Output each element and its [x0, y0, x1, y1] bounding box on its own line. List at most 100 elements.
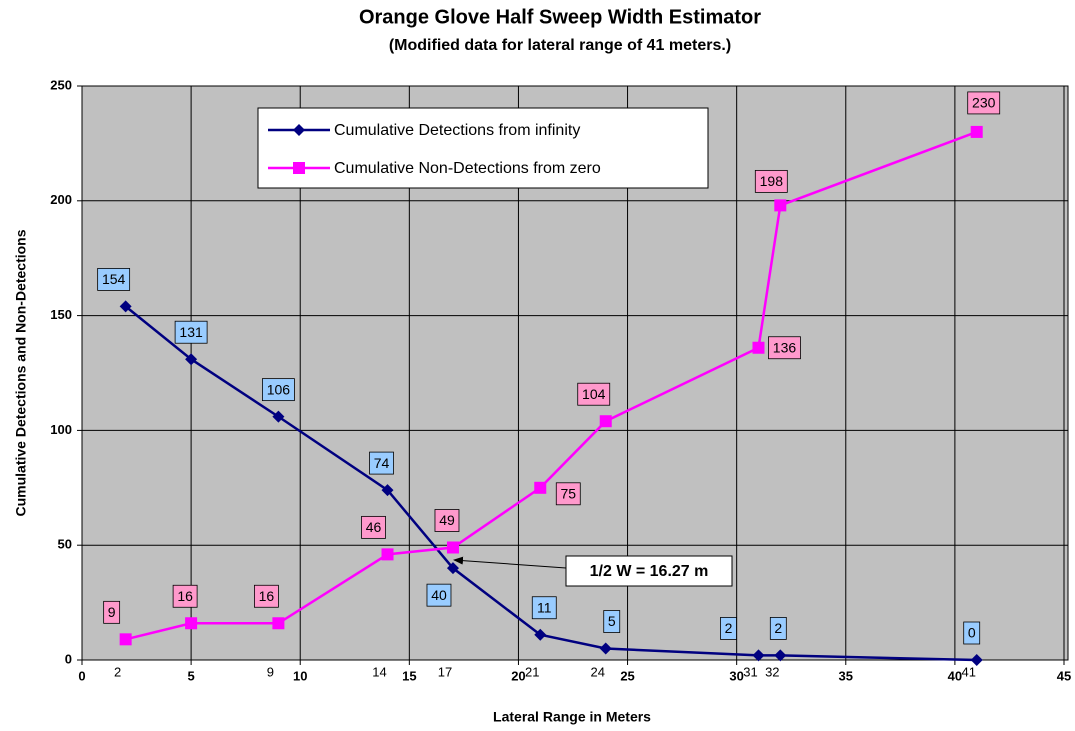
marker — [534, 481, 547, 494]
data-label-box — [603, 610, 621, 633]
data-label: 154 — [102, 271, 126, 287]
data-label-box — [768, 336, 801, 360]
annotation: 1/2 W = 16.27 m — [590, 563, 709, 580]
marker — [970, 654, 983, 666]
marker — [446, 562, 459, 575]
data-label-box — [531, 596, 557, 620]
x-value-label: 31 — [743, 664, 757, 679]
marker — [446, 541, 459, 554]
data-label: 16 — [177, 588, 193, 604]
x-value-label: 32 — [765, 664, 779, 679]
legend-marker — [293, 124, 305, 136]
data-label-box — [103, 600, 121, 624]
data-label: 104 — [582, 386, 606, 402]
data-label: 198 — [760, 173, 784, 189]
data-label: 2 — [725, 620, 733, 636]
marker — [381, 484, 394, 497]
data-label: 11 — [537, 599, 552, 615]
series-line — [124, 305, 977, 662]
y-tick-label: 150 — [50, 307, 72, 322]
x-value-label: 17 — [438, 664, 452, 679]
data-label-box — [426, 583, 452, 607]
data-label: 75 — [560, 486, 576, 502]
x-tick-label: 45 — [1057, 668, 1071, 683]
data-label-box — [963, 621, 981, 645]
data-label-box — [97, 268, 131, 291]
marker — [272, 617, 285, 630]
legend-marker — [293, 162, 305, 174]
x-value-label: 21 — [525, 664, 539, 679]
data-label: 136 — [773, 339, 797, 355]
data-label: 106 — [267, 381, 291, 397]
legend-label: Cumulative Detections from infinity — [334, 122, 580, 139]
annotation-box — [565, 555, 733, 587]
y-tick-label: 50 — [58, 537, 72, 552]
data-label: 230 — [972, 95, 996, 111]
data-label: 131 — [179, 324, 203, 340]
marker — [599, 415, 612, 428]
marker — [185, 617, 198, 630]
y-tick-label: 200 — [50, 192, 72, 207]
marker — [970, 125, 983, 138]
data-label: 16 — [259, 588, 275, 604]
x-tick-label: 15 — [402, 668, 416, 683]
data-label: 49 — [439, 512, 455, 528]
data-label: 74 — [374, 455, 390, 471]
x-value-label: 41 — [961, 664, 975, 679]
marker — [381, 548, 394, 561]
y-tick-label: 100 — [50, 422, 72, 437]
marker — [774, 649, 787, 662]
marker — [272, 410, 285, 423]
marker — [752, 649, 765, 662]
annotation-arrow — [453, 556, 567, 569]
x-tick-label: 10 — [293, 668, 307, 683]
legend-label: Cumulative Non-Detections from zero — [334, 160, 601, 177]
data-label-box — [261, 378, 295, 402]
y-axis-label: Cumulative Detections and Non-Detections — [13, 229, 29, 516]
series-line — [125, 130, 978, 641]
marker — [774, 199, 787, 212]
x-tick-label: 5 — [187, 668, 194, 683]
data-label: 46 — [366, 519, 382, 535]
data-label-box — [967, 91, 1001, 115]
x-value-label: 2 — [114, 664, 121, 679]
x-axis-label: Lateral Range in Meters — [493, 709, 651, 725]
x-value-label: 14 — [372, 664, 386, 679]
data-label-box — [769, 617, 787, 640]
x-value-label: 24 — [590, 664, 604, 679]
x-tick-label: 0 — [78, 668, 85, 683]
data-label-box — [369, 451, 394, 475]
data-label: 0 — [968, 625, 976, 641]
x-tick-label: 30 — [729, 668, 743, 683]
y-tick-label: 0 — [65, 651, 72, 666]
marker — [119, 300, 132, 313]
data-label-box — [434, 509, 460, 532]
x-tick-label: 25 — [620, 668, 634, 683]
data-label: 40 — [431, 587, 447, 603]
data-label-box — [253, 584, 279, 608]
data-label-box — [754, 169, 788, 193]
marker — [534, 628, 547, 641]
data-label: 9 — [108, 604, 116, 620]
x-tick-label: 35 — [839, 668, 853, 683]
data-label-box — [172, 584, 198, 608]
y-tick-label: 250 — [50, 77, 72, 92]
x-tick-label: 20 — [511, 668, 525, 683]
marker — [599, 642, 612, 655]
x-value-label: 9 — [267, 664, 274, 679]
marker — [752, 341, 765, 354]
chart-title: Orange Glove Half Sweep Width Estimator — [359, 6, 761, 28]
data-label: 5 — [608, 613, 616, 629]
data-label-box — [174, 320, 208, 344]
legend-box — [257, 107, 709, 189]
marker — [185, 353, 198, 366]
data-label-box — [361, 515, 386, 539]
x-tick-label: 40 — [948, 668, 962, 683]
marker — [119, 633, 132, 646]
chart-subtitle: (Modified data for lateral range of 41 m… — [389, 37, 731, 54]
data-label: 2 — [774, 620, 782, 636]
data-label-box — [577, 382, 611, 406]
data-label-box — [555, 482, 581, 506]
data-label-box — [720, 617, 737, 640]
